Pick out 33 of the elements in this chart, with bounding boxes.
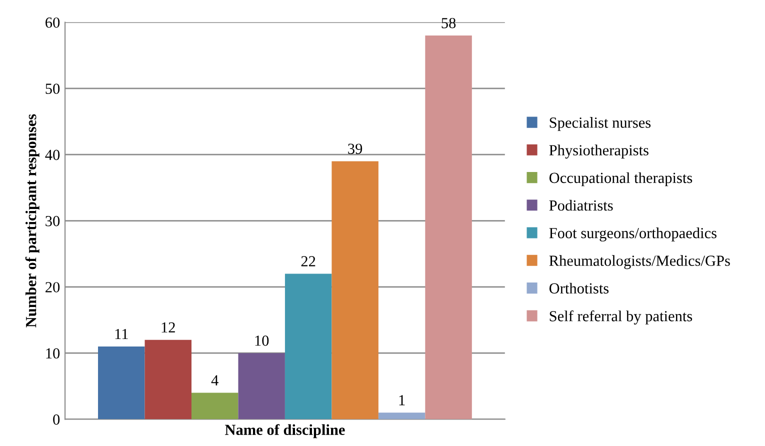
legend-label: Orthotists (549, 282, 609, 294)
bar (378, 412, 426, 420)
x-axis-title: Name of discipline (224, 424, 345, 438)
y-tick-label: 30 (46, 216, 60, 226)
legend-label: Physiotherapists (549, 144, 648, 159)
bar (425, 36, 472, 420)
y-tick-label: 40 (45, 150, 60, 160)
legend-label: Foot surgeons/orthopaedics (549, 228, 716, 242)
data-label: 39 (348, 144, 362, 154)
y-axis-title: Number of participant responses (25, 114, 40, 328)
bar (332, 161, 378, 420)
y-tick-label: 0 (53, 414, 60, 425)
legend-label: Specialist nurses (550, 117, 651, 131)
bar (191, 392, 238, 420)
y-tick-label: 10 (46, 348, 60, 359)
data-label: 11 (115, 328, 128, 340)
bar (284, 274, 332, 420)
data-label: 1 (399, 395, 405, 406)
legend-label: Podiatrists (549, 200, 613, 211)
bar (238, 353, 285, 420)
data-label: 4 (211, 375, 218, 386)
legend-label: Self referral by patients (550, 310, 692, 324)
data-label: 22 (301, 256, 316, 266)
y-tick-label: 60 (46, 17, 60, 28)
y-tick-label: 50 (46, 84, 60, 94)
legend-label: Occupational therapists (549, 172, 692, 186)
data-label: 58 (442, 18, 456, 28)
y-tick-label: 20 (46, 282, 60, 292)
legend-label: Rheumatologists/Medics/GPs (549, 255, 730, 270)
bar (144, 340, 192, 420)
data-label: 10 (255, 336, 269, 346)
data-label: 12 (162, 322, 175, 332)
bar (98, 346, 145, 420)
